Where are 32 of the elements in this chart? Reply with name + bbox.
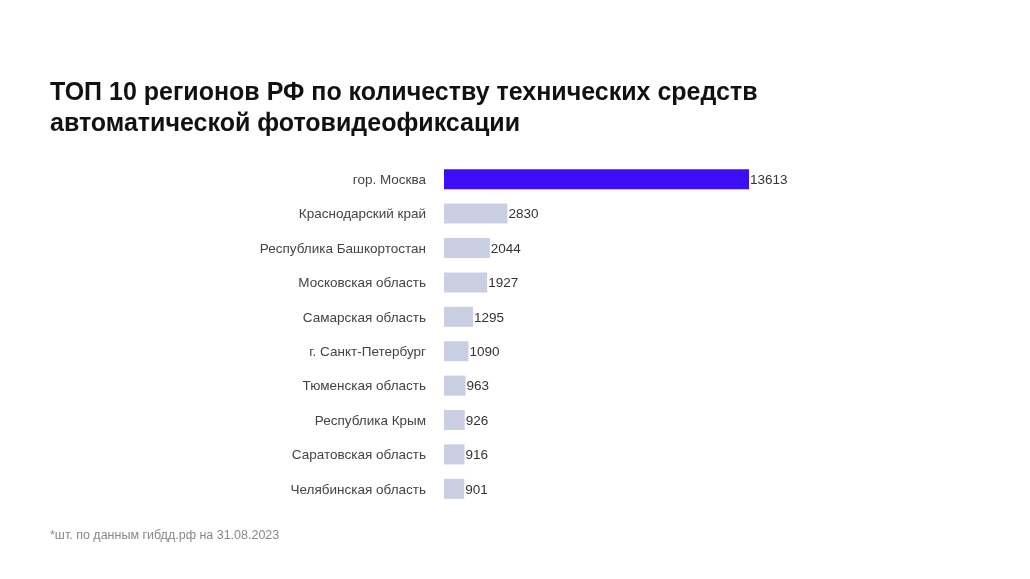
y-tick-label: гор. Москва bbox=[352, 171, 427, 187]
bar bbox=[444, 478, 465, 499]
bar bbox=[444, 341, 469, 362]
bar bbox=[444, 410, 465, 431]
bar bbox=[444, 306, 474, 327]
y-tick-label: г. Санкт-Петербург bbox=[309, 343, 427, 359]
y-tick-label: Тюменская область bbox=[302, 378, 426, 394]
data-label: 2044 bbox=[490, 240, 522, 256]
text: *шт. по данным гибдд.рф на 31.08.2023 bbox=[50, 528, 280, 542]
data-label: 1090 bbox=[469, 344, 500, 360]
data-label: 1927 bbox=[488, 275, 519, 291]
bar bbox=[444, 375, 466, 396]
y-tick-label: Челябинская область bbox=[290, 481, 426, 497]
y-tick-label: Республика Крым bbox=[314, 412, 426, 428]
y-tick-label: Республика Башкортостан bbox=[259, 240, 426, 256]
data-label: 963 bbox=[466, 378, 490, 394]
y-tick-label: Саратовская область bbox=[291, 447, 426, 463]
data-label: 916 bbox=[465, 447, 489, 463]
bar bbox=[444, 444, 465, 465]
data-label: 13613 bbox=[750, 172, 788, 188]
bar bbox=[444, 203, 508, 224]
data-label: 2830 bbox=[508, 206, 539, 222]
y-tick-label: Краснодарский край bbox=[298, 206, 426, 222]
bar bbox=[444, 238, 490, 259]
chart-title: ТОП 10 регионов РФ по количеству технических средств автоматической фотовидеофиксации bbox=[50, 76, 759, 138]
data-label: 1295 bbox=[474, 309, 505, 325]
y-tick-label: Самарская область bbox=[302, 309, 426, 325]
data-label: 926 bbox=[465, 412, 489, 428]
bar bbox=[444, 272, 488, 293]
data-label: 901 bbox=[465, 481, 488, 497]
bar bbox=[444, 169, 749, 190]
y-tick-label: Московская область bbox=[298, 275, 426, 291]
